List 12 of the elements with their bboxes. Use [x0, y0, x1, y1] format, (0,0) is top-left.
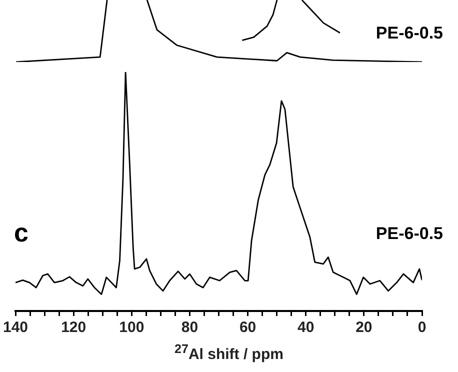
annotation: c	[14, 218, 28, 248]
x-tick-label: 120	[61, 319, 86, 336]
x-tick-label: 60	[239, 319, 256, 336]
x-tick-label: 20	[356, 319, 372, 336]
x-axis-title: $^{27}$Al shift / ppm	[174, 342, 284, 363]
annotation: PE-6-0.5	[376, 24, 443, 43]
x-tick-label: 100	[119, 319, 144, 336]
x-tick-label: 0	[418, 319, 426, 336]
annotation: PE-6-0.5	[376, 224, 443, 244]
x-tick-label: 40	[298, 319, 314, 336]
x-tick-label: 140	[3, 319, 28, 336]
x-tick-label: 80	[181, 319, 198, 336]
